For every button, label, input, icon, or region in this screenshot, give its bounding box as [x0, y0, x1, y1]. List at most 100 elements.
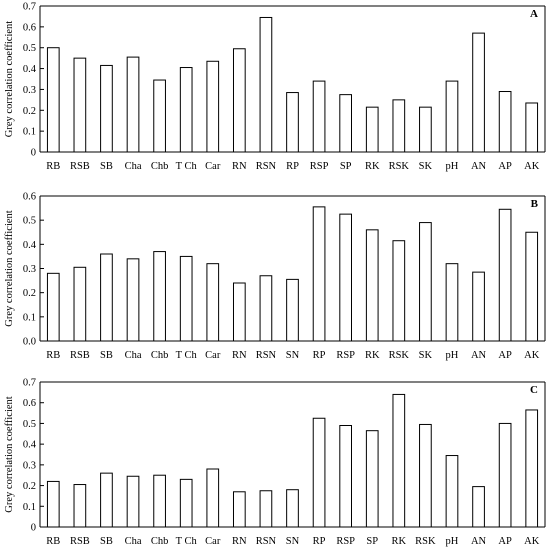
x-tick-label: RN — [232, 350, 247, 361]
bar-sn — [286, 278, 299, 342]
x-tick-label: SB — [100, 161, 113, 172]
x-tick-label: T Ch — [176, 536, 198, 547]
y-tick-label: 0 — [31, 148, 36, 159]
x-tick-label: SN — [286, 536, 300, 547]
bar-rsb — [73, 484, 87, 528]
bar-sb — [100, 472, 113, 528]
x-tick-label: pH — [446, 350, 459, 361]
bar-ap — [498, 91, 512, 153]
y-tick-label: 0.2 — [23, 288, 36, 299]
bar-an — [472, 486, 485, 528]
bar-rp — [286, 92, 299, 153]
bar-cha — [126, 475, 140, 528]
x-tick-label: SP — [366, 536, 378, 547]
x-tick-label: AK — [524, 161, 540, 172]
x-tick-label: Car — [205, 350, 221, 361]
bar-chb — [153, 251, 166, 342]
y-tick-label: 0.7 — [23, 2, 36, 13]
bar-cha — [126, 56, 140, 153]
x-tick-label: RN — [232, 161, 247, 172]
y-tick-label: 0.5 — [23, 216, 36, 227]
y-tick-label: 0.3 — [23, 85, 36, 96]
bar-sk — [419, 106, 432, 153]
y-tick-label: 0.2 — [23, 481, 36, 492]
bar-rn — [232, 282, 246, 342]
panel-b: 0.0 0.1 0.2 0.3 0.4 0.5 0.6 Grey correlation co… — [4, 192, 546, 361]
bar-rn — [232, 491, 246, 528]
x-tick-label: AN — [471, 350, 487, 361]
x-tick-label: AP — [498, 350, 512, 361]
x-tick-label: SK — [419, 161, 433, 172]
bar-rsn — [259, 275, 273, 342]
bar-sp — [339, 94, 352, 153]
x-tick-label: AK — [524, 350, 540, 361]
x-tick-label: RK — [365, 350, 380, 361]
bar-rsk — [392, 99, 406, 153]
bar-ak — [525, 231, 539, 342]
bar-car — [206, 60, 220, 153]
bar-ph — [445, 80, 459, 153]
bar-ph — [445, 455, 459, 528]
bar-rsb — [73, 266, 87, 342]
y-axis-title: Grey correlation coefficient — [4, 396, 15, 512]
x-tick-label: RP — [286, 161, 299, 172]
y-axis-title: Grey correlation coefficient — [4, 21, 15, 137]
bar-rsp — [312, 80, 326, 153]
panel-c: 0 0.1 0.2 0.3 0.4 0.5 0.6 0.7 Grey correlation c… — [4, 378, 546, 547]
panel-label: B — [531, 198, 539, 210]
bar-car — [206, 468, 220, 528]
bar-chb — [153, 79, 166, 153]
y-tick-label: 0.3 — [23, 460, 36, 471]
x-tick-label: T Ch — [176, 161, 198, 172]
bar-rk — [365, 229, 379, 342]
y-tick-label: 0.2 — [23, 106, 36, 117]
x-tick-label: RSN — [256, 161, 277, 172]
x-tick-label: Cha — [125, 161, 142, 172]
x-tick-label: RB — [46, 350, 60, 361]
x-tick-label: RSK — [389, 350, 410, 361]
panel-label: A — [530, 8, 538, 20]
bar-rp — [312, 206, 326, 342]
bar-rk — [365, 106, 379, 153]
bar-rsn — [259, 490, 273, 528]
bar-rsn — [259, 16, 273, 153]
y-tick-label: 0.4 — [23, 64, 37, 75]
x-tick-label: Cha — [125, 350, 142, 361]
y-tick-label: 0.6 — [23, 192, 36, 203]
bar-an — [472, 32, 485, 153]
y-axis-title: Grey correlation coefficient — [4, 210, 15, 326]
x-tick-label: AP — [498, 536, 512, 547]
y-tick-label: 0.3 — [23, 264, 36, 275]
x-tick-label: AP — [498, 161, 512, 172]
bar-sk — [419, 222, 432, 342]
bar-rsb — [73, 57, 87, 153]
bar-car — [206, 263, 220, 342]
bar-ak — [525, 409, 539, 528]
x-tick-label: RSP — [336, 536, 355, 547]
x-tick-label: RSN — [256, 536, 277, 547]
x-tick-label: RSK — [389, 161, 410, 172]
x-tick-label: AN — [471, 161, 487, 172]
bar-rsp — [339, 425, 352, 528]
y-tick-label: 0 — [31, 523, 36, 534]
x-tick-label: pH — [446, 536, 459, 547]
bar-rsk — [419, 423, 432, 528]
y-tick-label: 0.6 — [23, 398, 36, 409]
bar-sn — [286, 489, 299, 528]
x-tick-label: RP — [313, 536, 326, 547]
bar-tch — [179, 478, 193, 528]
x-tick-label: Car — [205, 161, 221, 172]
bar-rk — [392, 393, 406, 528]
bar-sb — [100, 64, 113, 153]
bar-rsk — [392, 240, 406, 342]
x-tick-label: RB — [46, 536, 60, 547]
y-tick-label: 0.5 — [23, 419, 36, 430]
y-tick-label: 0.6 — [23, 22, 36, 33]
bar-ak — [525, 102, 539, 153]
x-tick-label: RSK — [415, 536, 436, 547]
x-tick-label: RSB — [70, 161, 90, 172]
bar-ap — [498, 208, 512, 342]
bar-ap — [498, 422, 512, 528]
bar-rb — [46, 47, 60, 153]
